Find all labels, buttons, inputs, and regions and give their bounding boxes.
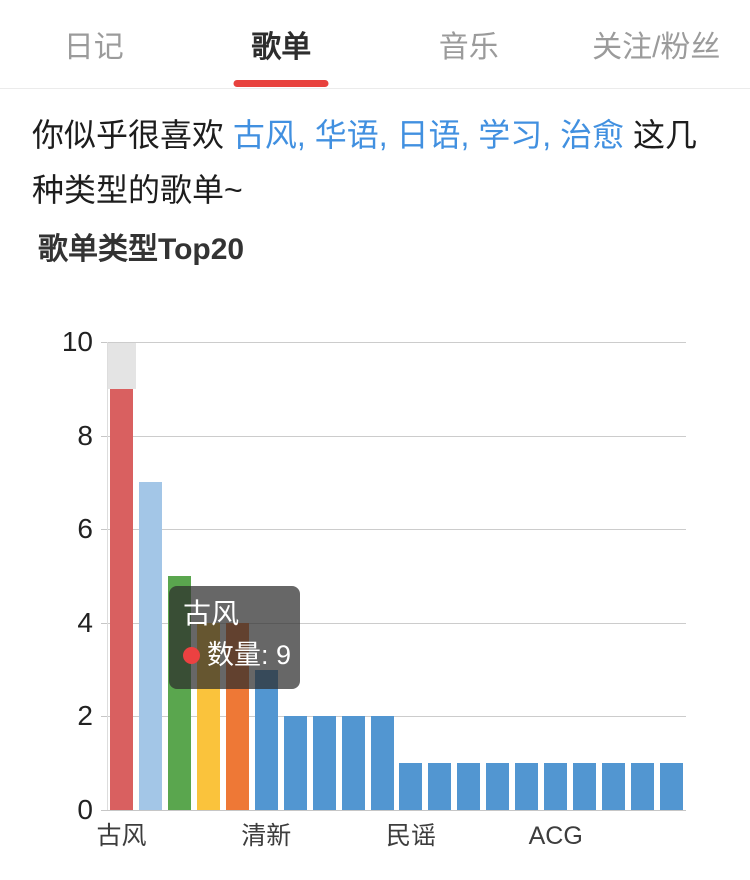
chart-bar-清新[interactable] xyxy=(254,669,278,810)
y-axis-tick xyxy=(101,529,107,531)
gridline-y6 xyxy=(107,529,686,531)
y-axis-label: 4 xyxy=(77,606,93,638)
y-axis-label: 10 xyxy=(61,326,93,357)
tab-playlists[interactable]: 歌单 xyxy=(188,0,376,88)
gridline-y8 xyxy=(107,435,686,437)
y-axis-tick xyxy=(101,810,107,811)
x-axis-label-古风: 古风 xyxy=(96,822,147,850)
chart-title: 歌单类型Top20 xyxy=(38,233,245,266)
chart-bar-n14[interactable] xyxy=(486,763,510,810)
gridline-y2 xyxy=(107,716,686,718)
tag-link[interactable]: 学习, xyxy=(478,117,561,153)
tab-diary-label: 日记 xyxy=(63,31,124,64)
x-axis-label-ACG: ACG xyxy=(528,822,583,850)
y-axis-label: 6 xyxy=(77,513,93,545)
chart-bar-n12[interactable] xyxy=(428,763,452,810)
y-axis-label: 0 xyxy=(77,794,93,825)
tooltip-category: 古风 xyxy=(183,598,240,629)
top-tab-bar: 日记 歌单 音乐 关注/粉丝 xyxy=(0,0,750,88)
nav-divider xyxy=(0,88,750,89)
tab-music-label: 音乐 xyxy=(438,31,499,64)
chart-bar-古风[interactable] xyxy=(109,388,133,810)
chart-bar-ACG[interactable] xyxy=(544,763,568,810)
tooltip-value-row: 数量: 9 xyxy=(183,640,291,670)
tab-playlists-label: 歌单 xyxy=(251,31,312,64)
chart-bar-n7[interactable] xyxy=(283,716,307,810)
y-axis-tick xyxy=(101,716,107,718)
tab-music[interactable]: 音乐 xyxy=(375,0,563,88)
tag-link[interactable]: 日语, xyxy=(396,117,479,153)
tab-follow-fans[interactable]: 关注/粉丝 xyxy=(563,0,750,88)
x-axis-label-民谣: 民谣 xyxy=(385,822,436,850)
y-axis-tick xyxy=(101,342,107,343)
gridline-y4 xyxy=(107,622,686,624)
chart-bar-n18[interactable] xyxy=(602,763,626,810)
chart-bar-n19[interactable] xyxy=(631,763,655,810)
tooltip-value-text: 数量: 9 xyxy=(207,640,292,670)
gridline-y10 xyxy=(107,342,686,343)
chart-bar-n13[interactable] xyxy=(457,763,481,810)
chart-bar-华语[interactable] xyxy=(138,482,162,810)
chart-tooltip: 古风 数量: 9 xyxy=(169,586,300,689)
chart-bar-n9[interactable] xyxy=(341,716,365,810)
y-axis-tick xyxy=(101,622,107,624)
chart-bar-民谣[interactable] xyxy=(399,763,423,810)
tag-link[interactable]: 华语, xyxy=(314,117,397,153)
tooltip-marker-dot xyxy=(183,646,200,664)
y-axis-label: 8 xyxy=(77,419,93,451)
tab-follow-fans-label: 关注/粉丝 xyxy=(592,31,721,64)
active-tab-underline xyxy=(233,80,329,87)
bar-hover-shadow xyxy=(107,342,136,389)
chart-bar-n8[interactable] xyxy=(312,716,336,810)
chart-bar-n20[interactable] xyxy=(660,763,684,810)
y-axis-tick xyxy=(101,435,107,437)
y-axis-line xyxy=(107,342,108,810)
y-axis-label: 2 xyxy=(77,700,93,732)
tab-diary[interactable]: 日记 xyxy=(0,0,188,88)
tag-link[interactable]: 古风, xyxy=(232,117,315,153)
tag-link[interactable]: 治愈 xyxy=(560,117,625,153)
chart-bar-n15[interactable] xyxy=(515,763,539,810)
chart-bar-n10[interactable] xyxy=(370,716,394,810)
x-axis-line xyxy=(107,810,686,811)
intro-text: 你似乎很喜欢 古风, 华语, 日语, 学习, 治愈 这几种类型的歌单~ xyxy=(32,117,698,208)
chart-bar-n17[interactable] xyxy=(573,763,597,810)
x-axis-label-清新: 清新 xyxy=(241,822,292,850)
